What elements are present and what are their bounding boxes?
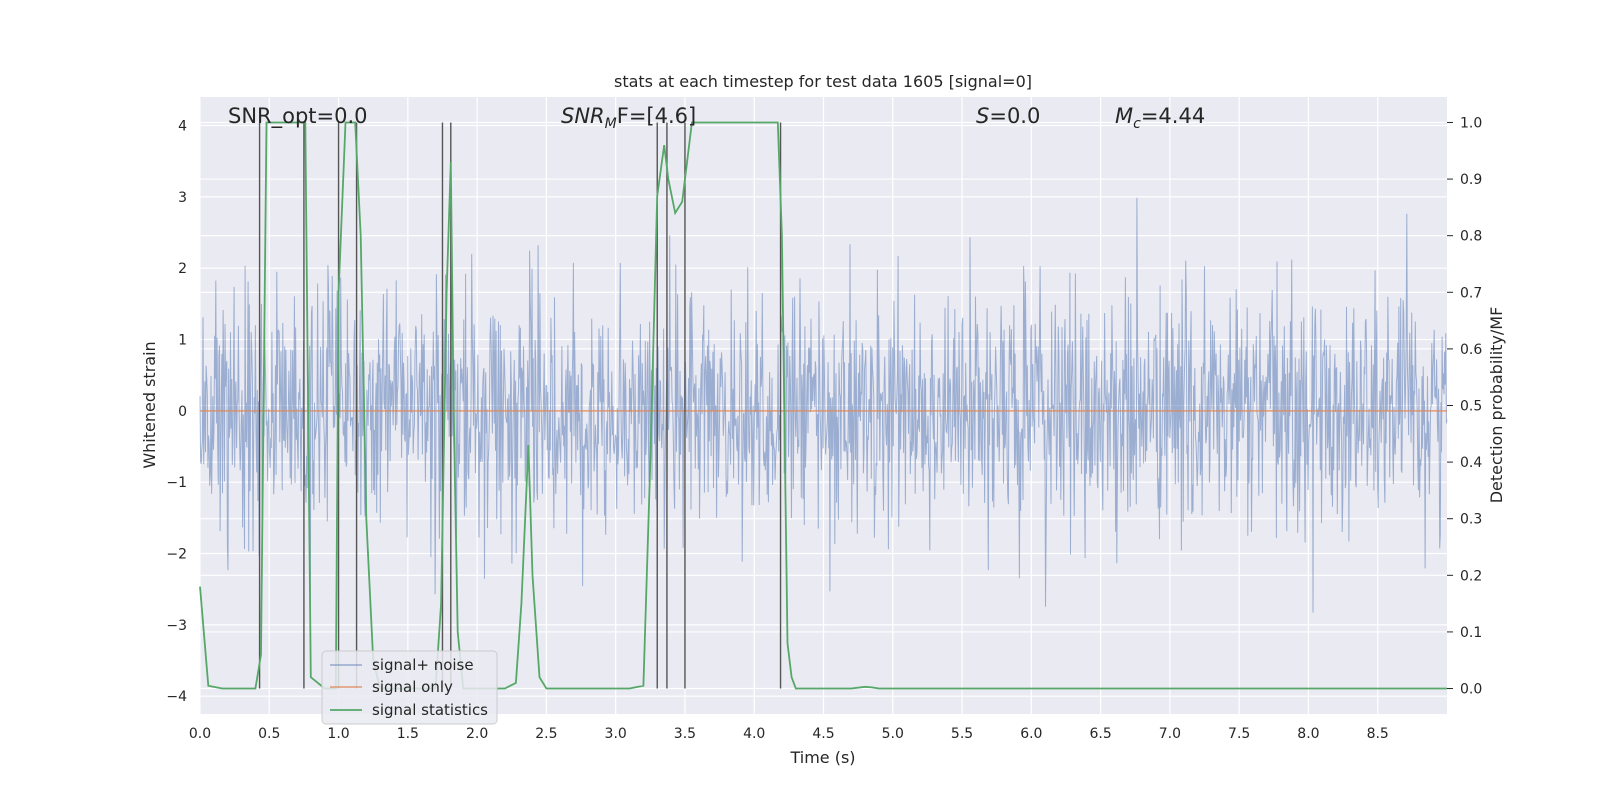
x-axis-ticks: 0.0 0.5 1.0 1.5 2.0 2.5 3.0 3.5 4.0 4.5 5.0 5.5 6.0 6… bbox=[189, 726, 1389, 742]
y-axis-right-label: Detection probability/MF bbox=[1487, 307, 1506, 504]
y-tick-label-right: 0.2 bbox=[1460, 568, 1482, 584]
y-axis-left-ticks: −4 −3 −2 −1 0 1 2 3 4 bbox=[166, 119, 187, 706]
x-tick-label: 2.0 bbox=[466, 726, 488, 742]
x-tick-label: 8.0 bbox=[1297, 726, 1319, 742]
y-tick-label-left: −4 bbox=[166, 689, 187, 705]
annotation-s: S=0.0 bbox=[976, 104, 1040, 128]
legend-label-signal-statistics: signal statistics bbox=[372, 701, 488, 719]
legend-label-signal-noise: signal+ noise bbox=[372, 656, 474, 674]
y-tick-label-right: 1.0 bbox=[1460, 115, 1482, 131]
x-tick-label: 7.5 bbox=[1228, 726, 1250, 742]
legend: signal+ noise signal only signal statist… bbox=[321, 650, 498, 725]
x-tick-label: 1.5 bbox=[397, 726, 419, 742]
y-tick-label-right: 0.0 bbox=[1460, 682, 1482, 698]
annotation-snr-mf: SNRMF=[4.6] bbox=[561, 104, 696, 132]
annotation-snr-mf-tail: F=[4.6] bbox=[617, 104, 696, 128]
x-tick-label: 4.0 bbox=[743, 726, 765, 742]
y-tick-label-right: 0.7 bbox=[1460, 285, 1482, 301]
x-tick-label: 6.0 bbox=[1020, 726, 1042, 742]
y-tick-label-left: 2 bbox=[178, 261, 187, 277]
x-tick-label: 8.5 bbox=[1367, 726, 1389, 742]
x-tick-label: 3.5 bbox=[674, 726, 696, 742]
legend-box bbox=[321, 650, 498, 725]
x-axis-label: Time (s) bbox=[789, 748, 855, 767]
chart-title: stats at each timestep for test data 160… bbox=[614, 72, 1032, 91]
annotation-snr-mf-sub: M bbox=[605, 116, 617, 132]
y-tick-label-left: −2 bbox=[166, 547, 187, 563]
y-tick-label-left: 4 bbox=[178, 119, 187, 135]
annotation-snr-opt: SNR_opt=0.0 bbox=[228, 104, 368, 129]
annotation-s-main: S bbox=[976, 104, 989, 128]
x-tick-label: 2.5 bbox=[535, 726, 557, 742]
y-tick-label-right: 0.5 bbox=[1460, 399, 1482, 415]
x-tick-label: 0.0 bbox=[189, 726, 211, 742]
y-tick-label-left: 0 bbox=[178, 404, 187, 420]
y-tick-label-right: 0.6 bbox=[1460, 342, 1482, 358]
x-tick-label: 5.0 bbox=[882, 726, 904, 742]
annotation-mc: Mc=4.44 bbox=[1115, 104, 1205, 132]
y-tick-label-left: 3 bbox=[178, 190, 187, 206]
signal-statistics-series bbox=[199, 121, 1447, 690]
x-tick-label: 0.5 bbox=[258, 726, 280, 742]
y-tick-label-right: 0.3 bbox=[1460, 512, 1482, 528]
y-tick-label-left: 1 bbox=[178, 333, 187, 349]
x-tick-label: 5.5 bbox=[951, 726, 973, 742]
y-axis-right-ticks: 0.0 0.1 0.2 0.3 0.4 0.5 0.6 0.7 0.8 0.9 1.0 bbox=[1447, 115, 1482, 698]
y-tick-label-right: 0.9 bbox=[1460, 172, 1482, 188]
x-tick-label: 3.0 bbox=[605, 726, 627, 742]
signal-statistics-line bbox=[199, 121, 1447, 690]
signal-noise-series bbox=[199, 197, 1448, 629]
annotation-snr-mf-main: SNR bbox=[561, 104, 605, 128]
annotation-mc-main: M bbox=[1115, 104, 1133, 128]
annotation-mc-tail: =4.44 bbox=[1141, 104, 1205, 128]
y-tick-label-left: −1 bbox=[166, 475, 187, 491]
x-tick-label: 4.5 bbox=[812, 726, 834, 742]
x-tick-label: 6.5 bbox=[1089, 726, 1111, 742]
y-tick-label-right: 0.8 bbox=[1460, 229, 1482, 245]
annotations: SNR_opt=0.0 SNRMF=[4.6] S=0.0 Mc=4.44 bbox=[228, 104, 1205, 132]
y-tick-label-right: 0.1 bbox=[1460, 625, 1482, 641]
annotation-s-tail: =0.0 bbox=[989, 104, 1040, 128]
x-tick-label: 7.0 bbox=[1159, 726, 1181, 742]
y-tick-label-left: −3 bbox=[166, 618, 187, 634]
y-tick-label-right: 0.4 bbox=[1460, 455, 1482, 471]
x-tick-label: 1.0 bbox=[327, 726, 349, 742]
legend-label-signal-only: signal only bbox=[372, 678, 453, 696]
y-axis-left-label: Whitened strain bbox=[140, 341, 159, 468]
annotation-mc-sub: c bbox=[1133, 116, 1141, 132]
signal-noise-line bbox=[199, 197, 1448, 629]
